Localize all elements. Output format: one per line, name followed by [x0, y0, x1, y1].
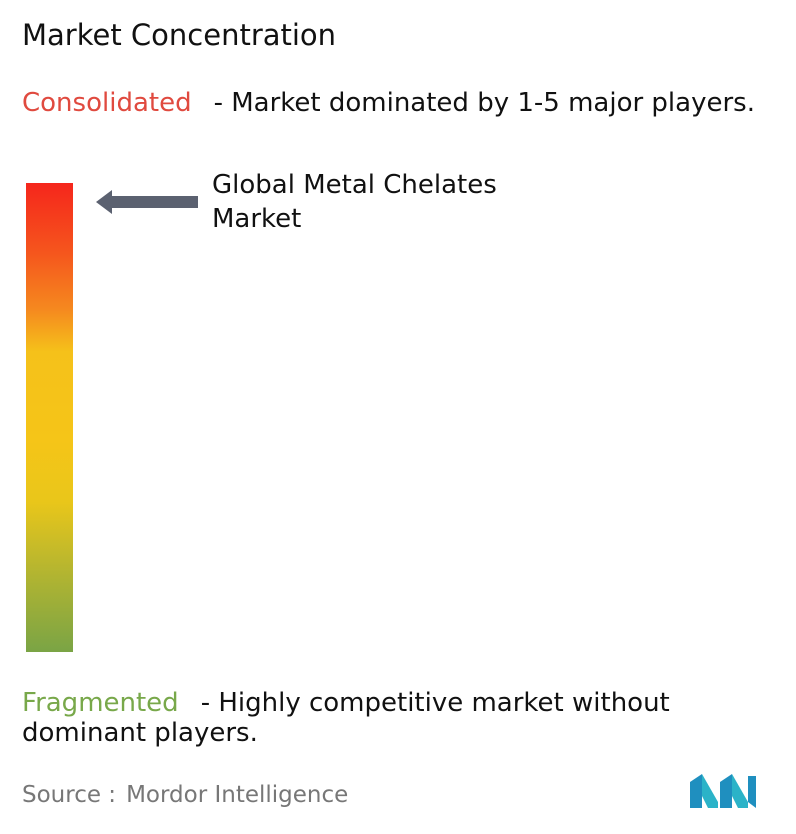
logo	[690, 774, 756, 808]
consolidated-description: - Market dominated by 1-5 major players.	[213, 88, 755, 118]
market-label: Global Metal Chelates Market	[212, 170, 497, 234]
title: Market Concentration	[22, 18, 337, 52]
consolidated-label: Consolidated	[22, 88, 192, 118]
arrow	[96, 190, 198, 214]
source-label: Source :	[22, 782, 117, 808]
logo-part	[702, 774, 718, 808]
logo-part	[720, 774, 732, 808]
source: Source : Mordor Intelligence	[22, 782, 348, 808]
fragmented-label: Fragmented	[22, 688, 179, 718]
arrow-shape	[96, 190, 198, 214]
concentration-gradient-bar	[26, 183, 73, 652]
logo-part	[748, 776, 756, 808]
fragmented-text: Fragmented - Highly competitive market wi…	[22, 688, 792, 748]
logo-part	[690, 774, 702, 808]
logo-part	[732, 774, 748, 808]
source-name: Mordor Intelligence	[126, 782, 349, 808]
consolidated-text: Consolidated - Market dominated by 1-5 ma…	[22, 88, 792, 118]
fragmented-description: - Highly competitive market without domi…	[22, 688, 670, 748]
